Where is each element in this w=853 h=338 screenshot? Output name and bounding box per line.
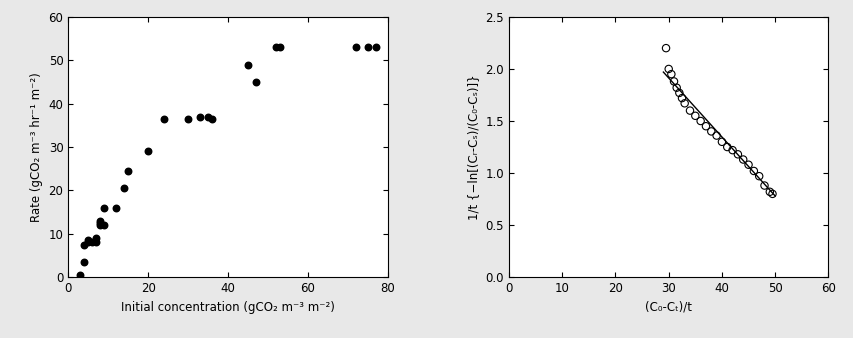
Point [93, 218, 107, 223]
X-axis label: (C₀-Cₜ)/t: (C₀-Cₜ)/t [645, 300, 692, 314]
Point [90, 240, 103, 245]
Point [181, 116, 194, 122]
Point [664, 71, 677, 77]
Point [78, 259, 91, 265]
Point [90, 236, 103, 241]
Point [735, 157, 749, 162]
Point [666, 79, 680, 84]
Point [675, 95, 688, 101]
Point [157, 116, 171, 122]
Point [361, 45, 374, 50]
Point [709, 133, 722, 138]
Y-axis label: Rate (gCO₂ m⁻³ hr⁻¹ m⁻²): Rate (gCO₂ m⁻³ hr⁻¹ m⁻²) [30, 72, 43, 222]
Point [714, 139, 728, 145]
Point [751, 173, 765, 179]
Point [720, 144, 734, 150]
Point [78, 242, 91, 247]
Point [693, 118, 706, 124]
Point [704, 129, 717, 134]
Point [97, 222, 111, 228]
Point [81, 240, 95, 245]
Point [117, 186, 131, 191]
Point [368, 45, 382, 50]
X-axis label: Initial concentration (gCO₂ m⁻³ m⁻²): Initial concentration (gCO₂ m⁻³ m⁻²) [121, 300, 334, 314]
Point [661, 66, 675, 72]
Point [682, 108, 696, 113]
Point [669, 85, 682, 90]
Point [193, 114, 206, 119]
Point [699, 123, 712, 129]
Point [349, 45, 363, 50]
Point [762, 189, 775, 194]
Point [725, 147, 739, 153]
Point [93, 220, 107, 226]
Point [141, 149, 154, 154]
Point [269, 45, 282, 50]
Point [121, 168, 135, 174]
Point [741, 162, 755, 167]
Point [109, 205, 123, 211]
Point [688, 113, 701, 119]
Point [671, 90, 685, 96]
Point [273, 45, 287, 50]
Point [746, 168, 760, 174]
Point [93, 222, 107, 228]
Point [659, 45, 672, 51]
Point [81, 238, 95, 243]
Point [85, 240, 99, 245]
Y-axis label: 1/t {−ln[(Cᵣ-Cₛ)/(C₀-Cₛ)]}: 1/t {−ln[(Cᵣ-Cₛ)/(C₀-Cₛ)]} [467, 74, 479, 220]
Point [730, 152, 744, 157]
Point [757, 183, 770, 188]
Point [73, 272, 87, 278]
Point [201, 114, 215, 119]
Point [97, 205, 111, 211]
Point [241, 62, 254, 67]
Point [765, 191, 779, 197]
Point [249, 79, 263, 85]
Point [677, 101, 691, 106]
Point [205, 116, 218, 122]
